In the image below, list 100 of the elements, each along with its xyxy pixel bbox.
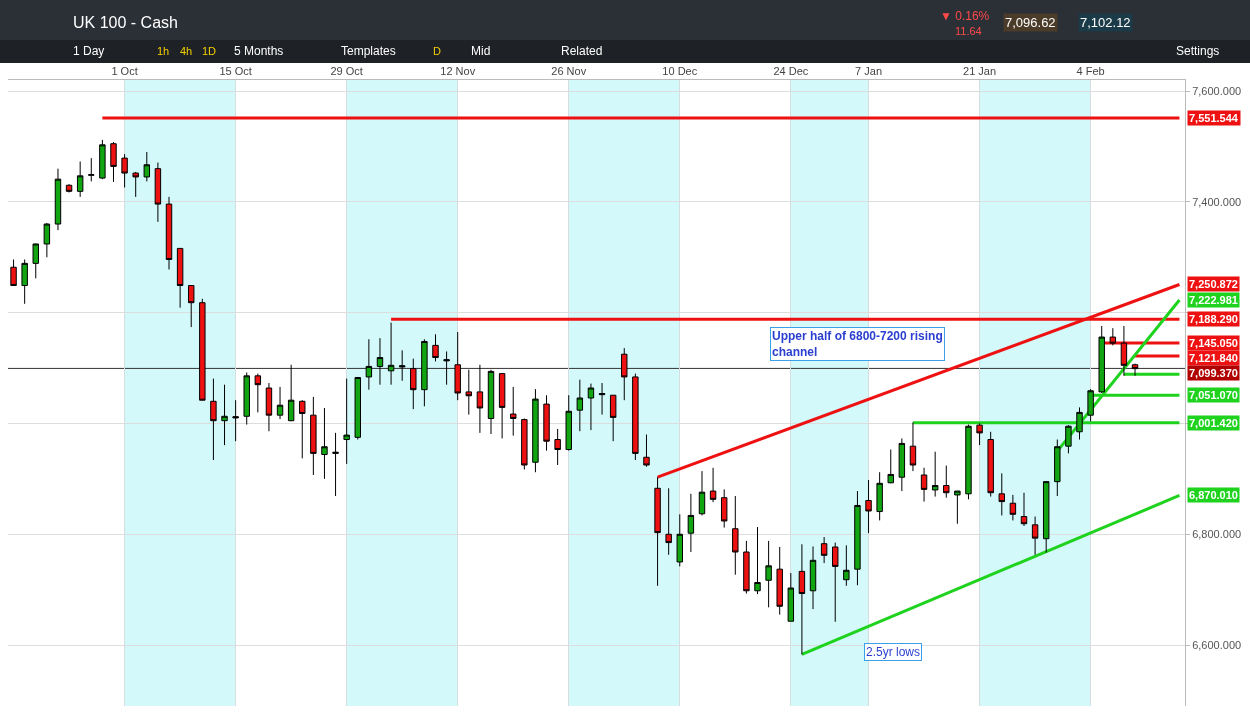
x-tick-label: 10 Dec <box>662 64 698 77</box>
candlestick <box>32 242 39 279</box>
candlestick <box>465 369 473 416</box>
candlestick <box>976 422 983 446</box>
candlestick <box>410 358 417 410</box>
y-tick-label: 7,400.000 <box>1192 195 1242 208</box>
candlestick <box>1031 516 1039 556</box>
text: D <box>433 45 441 57</box>
candlestick <box>265 382 273 432</box>
candlestick <box>398 349 406 382</box>
candlestick <box>354 376 361 441</box>
candlestick <box>1065 424 1072 454</box>
candlestick <box>920 467 928 503</box>
candlestick <box>1054 439 1061 497</box>
candlestick <box>132 171 139 198</box>
annotation: Upper half of 6800-7200 rising channel <box>772 329 943 359</box>
candlestick <box>1098 325 1105 394</box>
candlestick <box>720 488 728 529</box>
x-tick-label: 7 Jan <box>855 64 882 77</box>
candlestick <box>121 153 128 188</box>
candlestick <box>54 168 62 231</box>
y-tick-label: 6,800.000 <box>1192 528 1242 541</box>
candlestick <box>820 536 828 564</box>
candlestick <box>221 384 228 446</box>
candlestick <box>1009 494 1017 521</box>
candlestick <box>543 394 550 452</box>
candlestick <box>965 424 972 500</box>
candlestick <box>521 417 528 470</box>
data-label: 7,222.981 <box>1189 294 1238 306</box>
candlestick <box>943 465 950 499</box>
candlestick <box>876 471 883 521</box>
candlestick <box>576 379 584 432</box>
candlestick <box>887 449 894 484</box>
candlestick <box>798 543 806 655</box>
candlestick <box>243 372 250 426</box>
candlestick <box>487 369 495 435</box>
candlestick <box>598 382 606 416</box>
candlestick <box>76 160 84 198</box>
candlestick <box>432 333 439 362</box>
candlestick <box>365 338 373 391</box>
candlestick <box>931 451 939 498</box>
candlestick <box>665 487 672 556</box>
x-tick-label: 21 Jan <box>963 64 997 77</box>
x-tick-label: 15 Oct <box>219 64 252 77</box>
candlestick <box>698 470 706 516</box>
data-label: 7,051.070 <box>1189 389 1238 401</box>
data-label: 6,870.010 <box>1189 489 1238 501</box>
candlestick <box>154 162 162 223</box>
candlestick <box>254 373 262 413</box>
x-tick-label: 26 Nov <box>551 64 587 77</box>
candlestick <box>1131 363 1139 377</box>
candlestick <box>443 350 450 386</box>
candlestick <box>176 247 184 309</box>
candlestick <box>10 258 17 287</box>
x-tick-label: 29 Oct <box>330 64 363 77</box>
candlestick <box>232 399 239 442</box>
text: 7,096.62 <box>1005 15 1056 30</box>
y-tick-label: 6,600.000 <box>1192 638 1242 651</box>
ref-line-label: 7,099.370 <box>1189 367 1238 379</box>
candlestick <box>421 338 428 407</box>
candlestick <box>65 183 73 193</box>
x-tick-label: 12 Nov <box>440 64 476 77</box>
candlestick <box>287 364 295 422</box>
x-tick-label: 1 Oct <box>111 64 138 77</box>
candlestick <box>321 407 328 480</box>
text: Settings <box>1176 44 1220 58</box>
candlestick <box>843 544 850 587</box>
candlestick <box>954 490 961 525</box>
data-label: 7,145.050 <box>1189 337 1238 349</box>
candlestick <box>165 196 173 270</box>
candlestick <box>809 545 817 610</box>
candlestick <box>343 378 350 465</box>
candlestick <box>687 493 695 553</box>
candlestick <box>587 383 595 431</box>
text: Mid <box>471 44 491 58</box>
candlestick <box>898 437 906 492</box>
candlestick <box>987 431 994 498</box>
data-label: 7,001.420 <box>1189 417 1238 429</box>
candlestick <box>998 472 1006 516</box>
candlestick <box>1076 406 1083 441</box>
candlestick <box>632 373 639 461</box>
candlestick <box>565 394 572 452</box>
text: 4h <box>180 45 193 57</box>
candlestick <box>376 337 384 386</box>
candlestick <box>110 141 117 183</box>
candlestick <box>510 386 517 437</box>
candlestick <box>854 490 861 586</box>
candlestick <box>276 386 284 420</box>
candlestick <box>332 432 339 497</box>
candlestick <box>865 479 872 534</box>
candlestick <box>299 399 306 459</box>
candlestick <box>621 347 628 401</box>
text: 1 Day <box>73 44 105 58</box>
candlestick <box>832 542 839 623</box>
candlestick <box>387 322 395 386</box>
text: 7,102.12 <box>1080 15 1131 30</box>
data-label: 7,188.290 <box>1189 313 1238 325</box>
data-label: 7,121.840 <box>1189 352 1238 364</box>
candlestick <box>765 540 772 608</box>
text: 11.64 <box>955 25 982 37</box>
